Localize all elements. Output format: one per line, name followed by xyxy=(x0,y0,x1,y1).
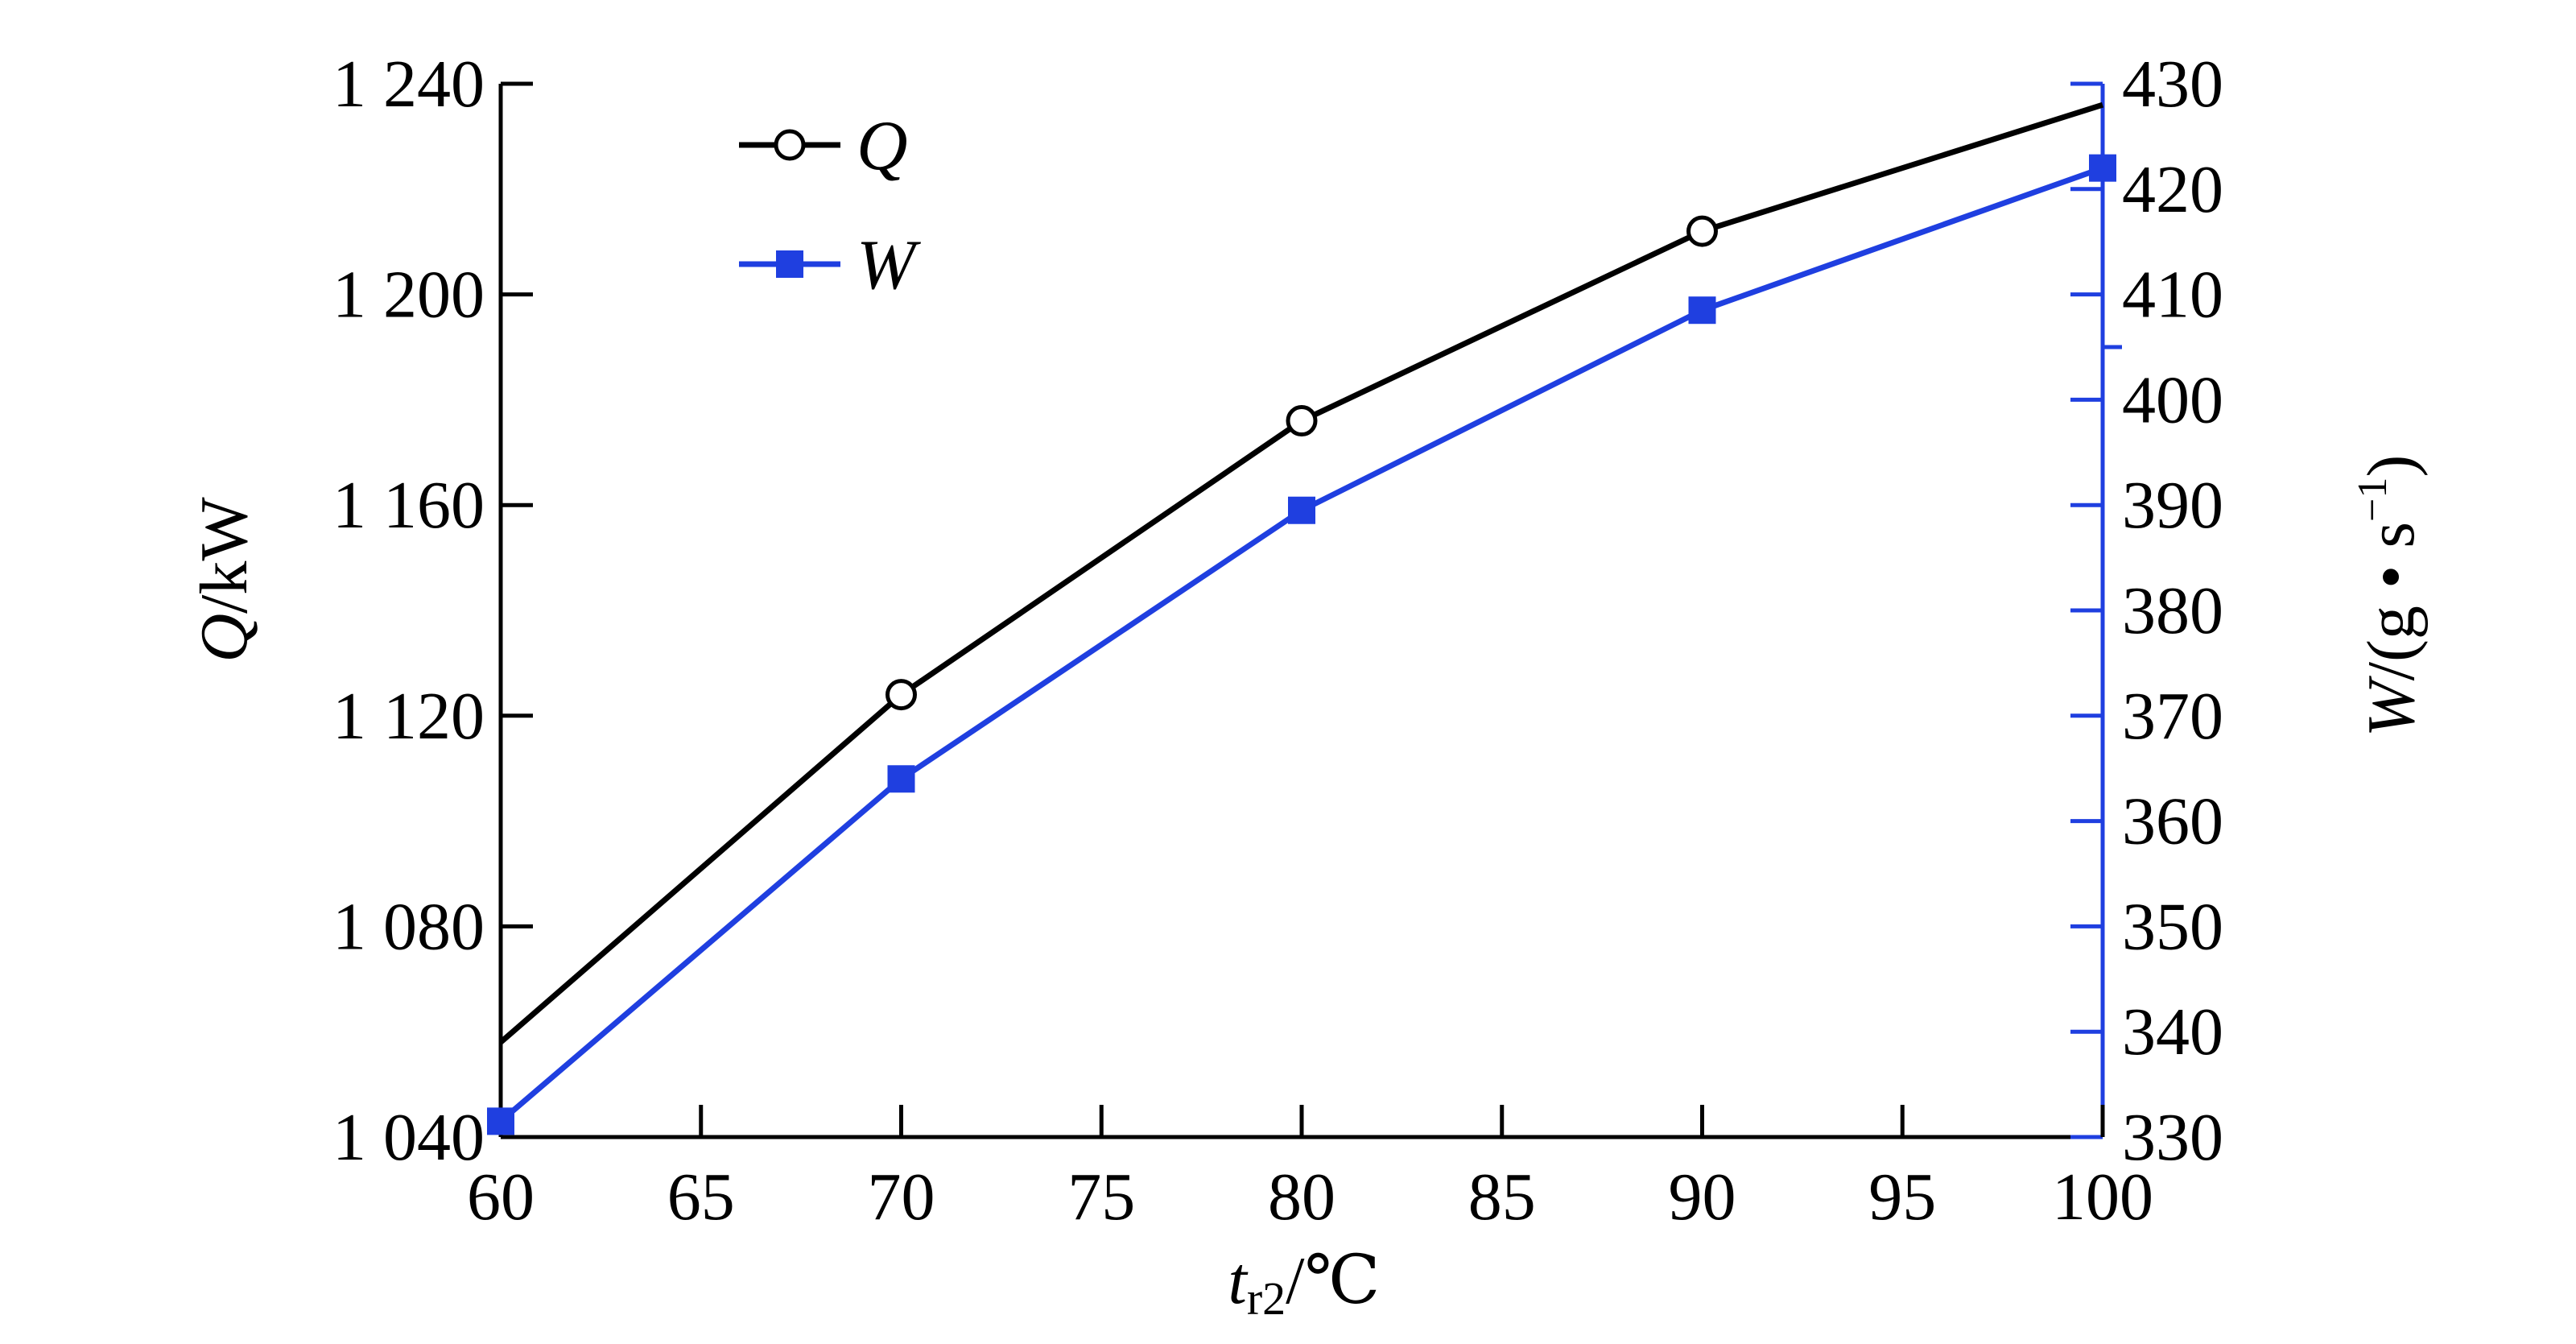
right-axis-title: W/(g • s−1) xyxy=(2350,455,2429,738)
x-tick-label: 65 xyxy=(667,1160,735,1234)
data-point-W xyxy=(1688,296,1716,325)
right-tick-label: 380 xyxy=(2122,573,2223,648)
left-tick-label: 1 160 xyxy=(332,468,485,543)
right-tick-label: 420 xyxy=(2122,152,2223,227)
x-tick-label: 60 xyxy=(467,1160,535,1234)
x-tick-label: 95 xyxy=(1868,1160,1936,1234)
left-tick-label: 1 040 xyxy=(332,1100,485,1175)
x-axis-title: tr2/℃ xyxy=(1228,1243,1381,1325)
right-tick-label: 330 xyxy=(2122,1100,2223,1175)
right-tick-label: 340 xyxy=(2122,995,2223,1069)
x-tick-label: 85 xyxy=(1468,1160,1536,1234)
x-tick-label: 70 xyxy=(868,1160,935,1234)
axis-titles: tr2/℃ Q/kW W/(g • s−1) xyxy=(187,455,2429,1325)
right-tick-label: 350 xyxy=(2122,889,2223,964)
right-tick-label: 400 xyxy=(2122,362,2223,437)
right-tick-label: 430 xyxy=(2122,47,2223,122)
series-line-Q xyxy=(498,101,2104,1044)
left-tick-label: 1 200 xyxy=(332,258,485,333)
data-point-W xyxy=(2089,154,2116,182)
series xyxy=(487,101,2116,1135)
x-tick-label: 75 xyxy=(1067,1160,1135,1234)
data-point-Q xyxy=(886,679,917,711)
x-tick-label: 90 xyxy=(1669,1160,1736,1234)
series-line-W xyxy=(498,165,2104,1124)
legend-marker-W xyxy=(776,250,803,278)
legend-marker-Q xyxy=(774,129,806,161)
data-point-Q xyxy=(1686,215,1718,247)
data-point-W xyxy=(487,1107,514,1135)
left-axis-title: Q/kW xyxy=(187,497,262,663)
data-point-W xyxy=(1288,496,1315,524)
left-tick-label: 1 080 xyxy=(332,889,485,964)
legend-label-Q: Q xyxy=(857,107,908,185)
legend-label-W: W xyxy=(857,226,921,304)
right-tick-label: 390 xyxy=(2122,468,2223,543)
left-tick-label: 1 240 xyxy=(332,47,485,122)
data-point-W xyxy=(887,765,915,793)
data-point-Q xyxy=(1286,405,1318,437)
x-tick-label: 100 xyxy=(2052,1160,2153,1234)
right-tick-label: 370 xyxy=(2122,679,2223,754)
axes: 1 040 1 080 1 120 1 160 1 200 1 240 330 340 350 3… xyxy=(332,47,2223,1234)
left-tick-label: 1 120 xyxy=(332,679,485,754)
x-tick-label: 80 xyxy=(1268,1160,1335,1234)
right-tick-label: 410 xyxy=(2122,258,2223,333)
legend: QW xyxy=(739,107,921,304)
right-tick-label: 360 xyxy=(2122,784,2223,859)
